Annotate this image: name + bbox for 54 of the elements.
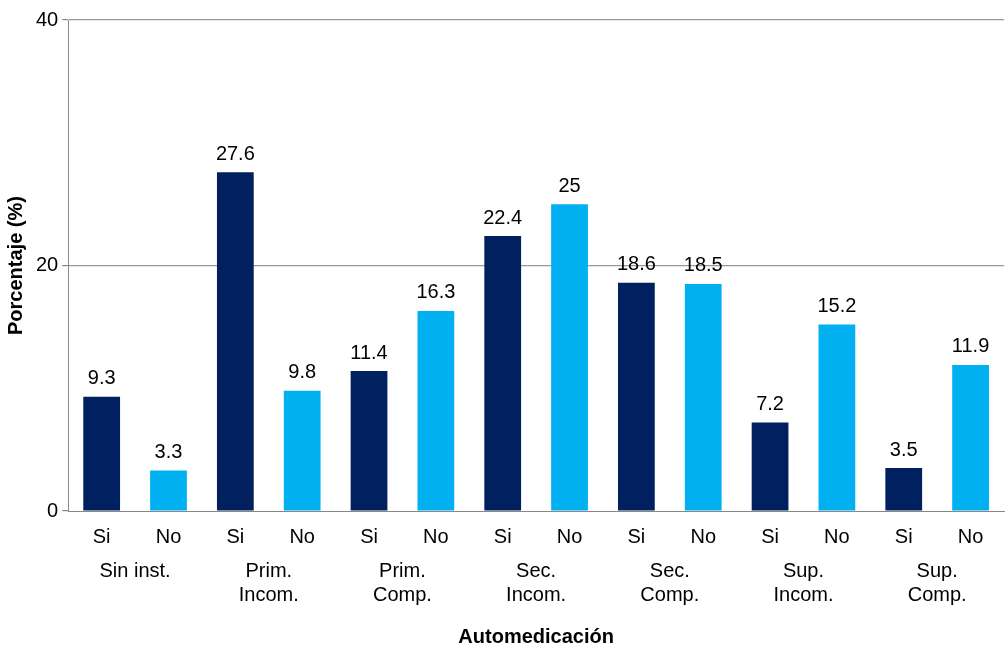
data-label: 27.6 xyxy=(215,141,255,164)
data-label: 18.5 xyxy=(683,253,723,276)
x-tick-label: No xyxy=(289,524,315,547)
text: Prim. Incom. xyxy=(238,558,299,605)
bar xyxy=(484,236,522,511)
y-axis-title: Porcentaje (%) xyxy=(3,196,26,335)
bar xyxy=(350,371,388,511)
bar xyxy=(216,172,254,511)
x-axis-title: Automedicación xyxy=(458,624,614,647)
data-label: 18.6 xyxy=(616,252,656,275)
x-tick-label: No xyxy=(824,524,850,547)
data-label: 16.3 xyxy=(416,280,456,303)
bar xyxy=(551,204,588,511)
bar xyxy=(283,390,321,511)
data-label: 11.9 xyxy=(951,334,990,357)
x-tick-label: No xyxy=(155,524,182,547)
text: Sec. Incom. xyxy=(506,558,567,605)
x-tick-label: No xyxy=(957,524,984,547)
text: Sec. Comp. xyxy=(640,558,700,605)
data-label: 3.3 xyxy=(154,440,183,463)
x-tick-label: Si xyxy=(761,524,779,547)
bar xyxy=(751,422,789,511)
data-label: 9.3 xyxy=(87,366,116,389)
data-label: 15.2 xyxy=(817,293,857,316)
x-tick-label: Si xyxy=(493,524,512,547)
data-label: 25 xyxy=(558,173,581,196)
bar xyxy=(818,324,856,511)
data-label: 3.5 xyxy=(889,437,918,460)
data-label: 9.8 xyxy=(288,360,317,383)
y-tick-label: 20 xyxy=(36,253,59,276)
x-tick-label: Si xyxy=(894,524,913,547)
bar xyxy=(618,282,655,511)
bar xyxy=(885,468,923,511)
bar xyxy=(150,470,187,511)
data-label: 22.4 xyxy=(483,205,523,228)
x-tick-label: Si xyxy=(226,524,245,547)
y-tick-label: 40 xyxy=(36,7,59,30)
x-tick-label: No xyxy=(556,524,583,547)
bar xyxy=(417,310,455,511)
x-tick-label: No xyxy=(690,524,717,547)
x-tick-label: Si xyxy=(360,524,378,547)
text: Sup. Incom. xyxy=(773,558,834,605)
x-tick-label: No xyxy=(423,524,449,547)
data-label: 11.4 xyxy=(350,340,388,363)
bar xyxy=(83,396,121,511)
data-label: 7.2 xyxy=(756,392,784,415)
text: Sin inst. xyxy=(99,558,171,581)
bar xyxy=(952,364,989,511)
y-tick-label: 0 xyxy=(47,498,59,521)
text: Prim. Comp. xyxy=(372,558,432,605)
text: Sup. Comp. xyxy=(907,558,967,605)
bar xyxy=(684,283,722,511)
x-tick-label: Si xyxy=(627,524,646,547)
x-tick-label: Si xyxy=(92,524,111,547)
